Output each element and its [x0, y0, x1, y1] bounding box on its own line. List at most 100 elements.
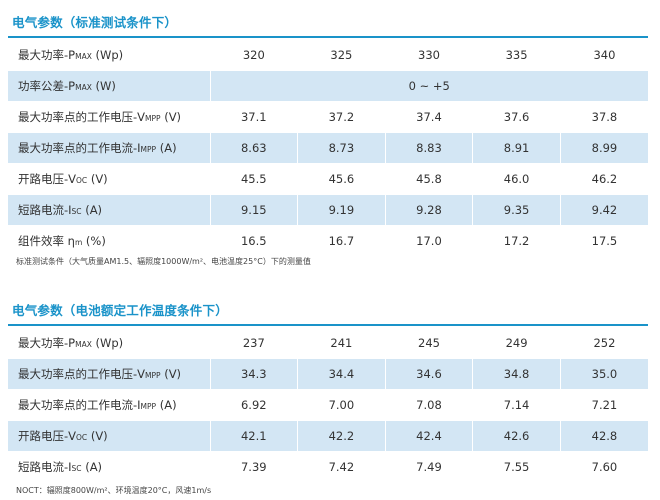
value-cell: 7.08	[385, 389, 474, 421]
param-unit: (A)	[156, 398, 177, 412]
param-subscript: SC	[71, 464, 82, 473]
value-cell: 325	[297, 40, 386, 71]
table-row: 开路电压-VOC (V) 45.5 45.6 45.8 46.0 46.2	[8, 163, 648, 195]
value-cell: 7.14	[472, 389, 561, 421]
table-row: 功率公差-PMAX (W) 0 ~ +5	[8, 70, 648, 102]
table-row: 最大功率-PMAX (Wp) 320 325 330 335 340	[8, 40, 648, 71]
param-subscript: OC	[76, 433, 88, 442]
value-cell: 9.35	[472, 194, 561, 226]
param-label: 最大功率-PMAX (Wp)	[8, 328, 211, 359]
param-subscript: MPP	[140, 402, 157, 411]
param-subscript: MAX	[75, 83, 92, 92]
param-subscript: MPP	[145, 114, 161, 123]
value-cell: 9.42	[560, 194, 648, 226]
param-unit: (%)	[82, 234, 106, 248]
value-cell: 7.60	[560, 451, 648, 483]
value-cell: 37.6	[472, 101, 561, 133]
value-cell: 37.1	[210, 101, 299, 133]
param-name: 最大功率点的工作电流-I	[18, 398, 141, 412]
value-cell: 241	[297, 328, 386, 359]
value-cell: 8.83	[385, 132, 474, 164]
value-cell: 7.00	[297, 389, 386, 421]
value-cell: 249	[472, 328, 561, 359]
value-cell: 7.55	[472, 451, 561, 483]
param-unit: (A)	[81, 460, 103, 474]
param-label: 短路电流-ISC (A)	[8, 194, 211, 226]
value-cell: 340	[560, 40, 648, 71]
param-name: 最大功率-P	[18, 336, 76, 350]
value-cell: 7.39	[210, 451, 299, 483]
value-cell: 34.3	[210, 358, 299, 390]
section1-rule	[8, 36, 648, 38]
param-unit: (V)	[87, 172, 108, 186]
value-cell: 42.6	[472, 420, 561, 452]
table-row: 开路电压-VOC (V) 42.1 42.2 42.4 42.6 42.8	[8, 420, 648, 452]
param-label: 开路电压-VOC (V)	[8, 420, 211, 452]
param-name: 功率公差-P	[18, 79, 76, 93]
value-cell: 320	[210, 40, 299, 71]
value-cell: 34.6	[385, 358, 474, 390]
value-cell: 16.5	[210, 225, 299, 257]
param-subscript: SC	[71, 207, 82, 216]
value-cell: 42.4	[385, 420, 474, 452]
param-label: 组件效率 ηm (%)	[8, 225, 211, 257]
param-unit: (W)	[91, 79, 116, 93]
param-label: 开路电压-VOC (V)	[8, 163, 211, 195]
param-name: 开路电压-V	[18, 429, 77, 443]
section1-title: 电气参数（标准测试条件下）	[12, 15, 178, 30]
param-subscript: MAX	[75, 340, 92, 349]
value-cell: 9.28	[385, 194, 474, 226]
param-name: 短路电流-I	[18, 460, 72, 474]
param-unit: (A)	[81, 203, 103, 217]
value-cell: 8.63	[210, 132, 299, 164]
param-name: 最大功率点的工作电流-I	[18, 141, 141, 155]
value-cell: 17.5	[560, 225, 648, 257]
param-label: 最大功率点的工作电流-IMPP (A)	[8, 132, 211, 164]
param-label: 短路电流-ISC (A)	[8, 451, 211, 483]
value-cell: 16.7	[297, 225, 386, 257]
param-name: 组件效率 η	[18, 234, 75, 248]
value-cell: 42.2	[297, 420, 386, 452]
noct-table: 最大功率-PMAX (Wp) 237 241 245 249 252 最大功率点的工作电压-…	[8, 328, 648, 483]
value-cell: 7.21	[560, 389, 648, 421]
param-unit: (Wp)	[91, 48, 124, 62]
value-cell: 37.4	[385, 101, 474, 133]
value-cell: 42.1	[210, 420, 299, 452]
stc-table: 最大功率-PMAX (Wp) 320 325 330 335 340 功率公差-PMAX (…	[8, 40, 648, 257]
param-subscript: MPP	[140, 145, 157, 154]
param-unit: (V)	[160, 367, 182, 381]
param-name: 最大功率点的工作电压-V	[18, 367, 146, 381]
value-cell: 7.49	[385, 451, 474, 483]
value-cell: 42.8	[560, 420, 648, 452]
value-cell: 34.4	[297, 358, 386, 390]
value-cell: 245	[385, 328, 474, 359]
param-name: 开路电压-V	[18, 172, 77, 186]
param-name: 短路电流-I	[18, 203, 72, 217]
section2-title: 电气参数（电池额定工作温度条件下）	[12, 303, 228, 318]
table-row: 短路电流-ISC (A) 9.15 9.19 9.28 9.35 9.42	[8, 194, 648, 226]
value-cell: 252	[560, 328, 648, 359]
value-cell: 8.99	[560, 132, 648, 164]
merged-value-cell: 0 ~ +5	[210, 70, 648, 102]
param-label: 最大功率-PMAX (Wp)	[8, 40, 211, 71]
value-cell: 46.0	[472, 163, 561, 195]
section2-note: NOCT：辐照度800W/m²、环境温度20°C，风速1m/s	[16, 486, 212, 495]
param-name: 最大功率点的工作电压-V	[18, 110, 146, 124]
value-cell: 35.0	[560, 358, 648, 390]
value-cell: 45.8	[385, 163, 474, 195]
param-label: 最大功率点的工作电压-VMPP (V)	[8, 358, 211, 390]
param-unit: (A)	[156, 141, 177, 155]
param-label: 功率公差-PMAX (W)	[8, 70, 211, 102]
table-row: 最大功率点的工作电流-IMPP (A) 8.63 8.73 8.83 8.91 8.99	[8, 132, 648, 164]
param-subscript: MAX	[75, 52, 92, 61]
value-cell: 8.73	[297, 132, 386, 164]
table-row: 最大功率点的工作电流-IMPP (A) 6.92 7.00 7.08 7.14 7.21	[8, 389, 648, 421]
value-cell: 45.5	[210, 163, 299, 195]
param-label: 最大功率点的工作电压-VMPP (V)	[8, 101, 211, 133]
section2-rule	[8, 324, 648, 326]
param-name: 最大功率-P	[18, 48, 76, 62]
value-cell: 46.2	[560, 163, 648, 195]
value-cell: 17.0	[385, 225, 474, 257]
value-cell: 330	[385, 40, 474, 71]
value-cell: 37.8	[560, 101, 648, 133]
